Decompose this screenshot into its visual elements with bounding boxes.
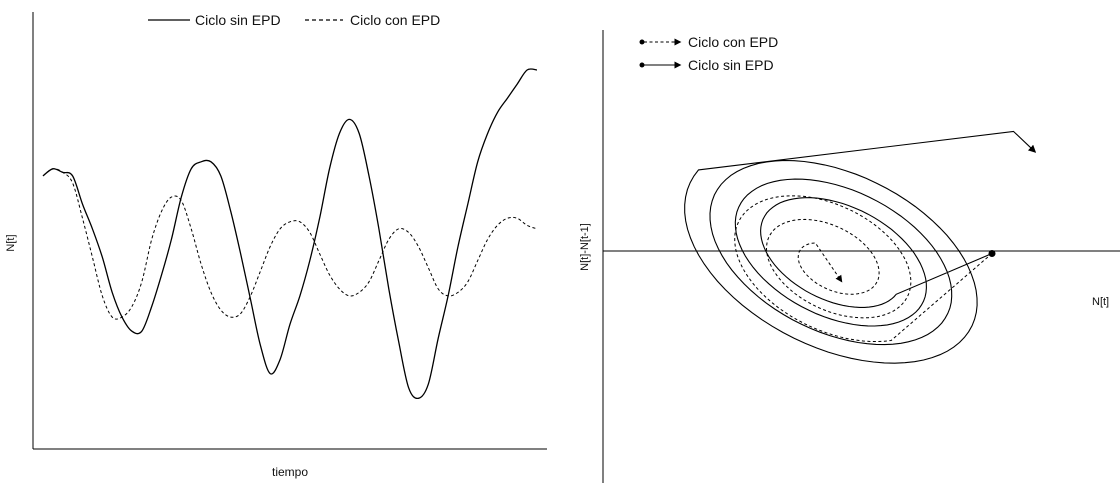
legend-dot-con-epd (639, 39, 645, 45)
time-series-ylabel: N[t] (5, 234, 17, 251)
legend-dot-sin-epd (639, 62, 645, 68)
series-line-ciclo-con-epd (42, 168, 538, 320)
phase-plot-ylabel: N[t]-N[t-1] (579, 223, 591, 271)
time-series-legend: Ciclo sin EPD Ciclo con EPD (148, 12, 440, 28)
legend-label-sin-epd: Ciclo sin EPD (195, 12, 281, 28)
phase-spiral-ciclo-sin-epd (684, 130, 1037, 364)
phase-legend-label-con-epd: Ciclo con EPD (688, 34, 778, 50)
time-series-chart: N[t] tiempo Ciclo sin EPD Ciclo con EPD (5, 12, 547, 479)
phase-plot-xlabel: N[t] (1092, 296, 1109, 308)
phase-plot-chart: N[t]-N[t-1] N[t] Ciclo con EPD Ciclo sin… (579, 30, 1120, 483)
time-series-xlabel: tiempo (272, 465, 308, 479)
phase-legend-label-sin-epd: Ciclo sin EPD (688, 57, 774, 73)
phase-spiral-ciclo-con-epd (734, 195, 993, 342)
phase-start-dot (988, 250, 996, 257)
series-line-ciclo-sin-epd (42, 68, 538, 400)
legend-label-con-epd: Ciclo con EPD (350, 12, 440, 28)
phase-plot-legend: Ciclo con EPD Ciclo sin EPD (639, 34, 778, 73)
